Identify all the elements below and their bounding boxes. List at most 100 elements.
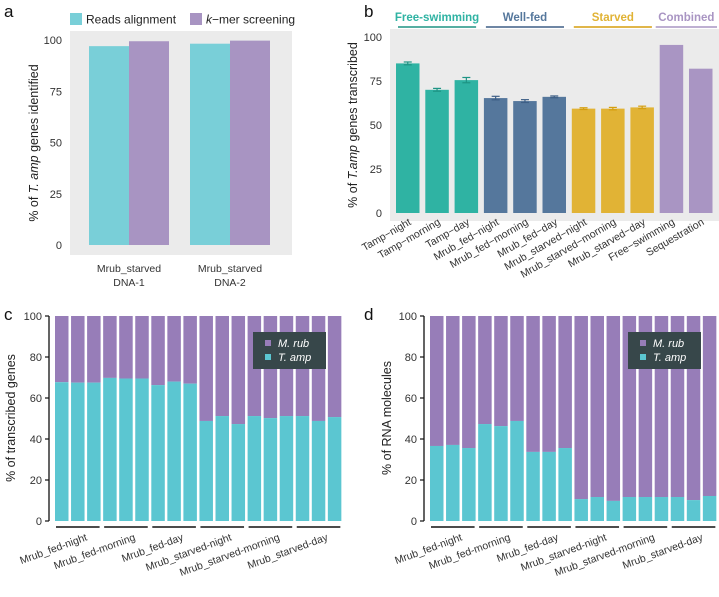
y-tick-label: 0 xyxy=(411,516,417,528)
bar-segment-t-amp xyxy=(231,424,246,521)
bar xyxy=(513,101,537,213)
legend-label-kmer-screening: k−mer screening xyxy=(206,13,295,27)
y-axis-title: % of RNA molecules xyxy=(380,361,394,475)
y-tick-label: 75 xyxy=(50,86,62,98)
bar-segment-m-rub xyxy=(574,316,588,500)
legend-swatch-reads-alignment xyxy=(70,13,82,25)
bar-segment-t-amp xyxy=(462,448,476,521)
y-tick-label: 25 xyxy=(370,164,382,176)
bar-segment-t-amp xyxy=(55,382,69,521)
bar-segment-m-rub xyxy=(494,316,508,427)
bar-segment-m-rub xyxy=(558,316,572,449)
y-tick-label: 0 xyxy=(56,240,62,252)
y-tick-label: 60 xyxy=(30,393,42,405)
bar-segment-m-rub xyxy=(590,316,604,498)
legend-box xyxy=(628,332,701,369)
legend-label-mrub: M. rub xyxy=(653,338,684,350)
y-tick-label: 100 xyxy=(44,35,62,47)
y-tick-label: 100 xyxy=(24,311,42,323)
bar xyxy=(571,108,596,213)
y-tick-label: 50 xyxy=(50,138,62,150)
x-tick-label: DNA-1 xyxy=(113,277,145,289)
y-tick-label: 100 xyxy=(364,32,382,44)
bar-segment-t-amp xyxy=(558,448,572,521)
bar-segment-m-rub xyxy=(119,316,133,379)
bar-segment-t-amp xyxy=(87,382,101,521)
bar xyxy=(483,98,508,213)
y-axis-title: % of T. amp genes identified xyxy=(27,64,41,221)
bar-segment-m-rub xyxy=(199,316,213,421)
bar-segment-t-amp xyxy=(327,417,342,521)
bar-segment-m-rub xyxy=(510,316,524,421)
group-label-free-swimming: Free-swimming xyxy=(395,12,479,24)
bar-segment-t-amp xyxy=(510,420,524,521)
y-tick-label: 80 xyxy=(30,352,42,364)
bar-segment-t-amp xyxy=(478,424,492,521)
bar-segment-m-rub xyxy=(526,316,540,452)
legend-label-tamp: T. amp xyxy=(278,352,311,364)
y-axis-title: % of transcribed genes xyxy=(4,354,18,482)
y-tick-label: 100 xyxy=(399,311,417,323)
bar-reads-alignment xyxy=(89,46,129,246)
bar-segment-m-rub xyxy=(446,316,460,445)
bar-segment-t-amp xyxy=(430,445,444,521)
bar-segment-t-amp xyxy=(670,497,685,521)
x-tick-label: Mrub_starved xyxy=(198,263,262,275)
panel-letter-a: a xyxy=(4,2,14,21)
bar-segment-m-rub xyxy=(430,316,444,446)
bar-segment-m-rub xyxy=(702,316,717,496)
legend-label-tamp: T. amp xyxy=(653,352,686,364)
bar-segment-m-rub xyxy=(327,316,342,418)
y-tick-label: 0 xyxy=(36,516,42,528)
y-tick-label: 80 xyxy=(405,352,417,364)
bar-segment-t-amp xyxy=(702,495,717,521)
y-tick-label: 0 xyxy=(376,208,382,220)
bar-segment-m-rub xyxy=(167,316,181,382)
panel-letter-d: d xyxy=(364,305,373,324)
bar xyxy=(396,63,420,214)
group-label-combined: Combined xyxy=(658,12,714,24)
bar-segment-m-rub xyxy=(215,316,229,417)
bar-segment-t-amp xyxy=(119,378,133,521)
bar-segment-t-amp xyxy=(311,420,326,521)
y-tick-label: 60 xyxy=(405,393,417,405)
bar xyxy=(630,107,654,213)
bar-segment-t-amp xyxy=(446,444,460,521)
bar xyxy=(689,68,713,214)
bar-segment-t-amp xyxy=(590,497,604,521)
bar-segment-t-amp xyxy=(526,451,540,521)
bar-segment-t-amp xyxy=(71,382,85,521)
bar-segment-m-rub xyxy=(606,316,621,501)
bar-segment-m-rub xyxy=(231,316,246,425)
panel-letter-c: c xyxy=(4,305,13,324)
bar-segment-t-amp xyxy=(638,497,653,521)
x-tick-label: DNA-2 xyxy=(214,277,246,289)
bar-segment-m-rub xyxy=(183,316,197,384)
bar-segment-t-amp xyxy=(135,378,149,521)
y-tick-label: 40 xyxy=(30,434,42,446)
bar-segment-t-amp xyxy=(279,416,294,521)
y-tick-label: 20 xyxy=(405,475,417,487)
legend-label-mrub: M. rub xyxy=(278,338,309,350)
bar xyxy=(542,96,566,213)
bar-segment-t-amp xyxy=(263,418,278,521)
bar-segment-t-amp xyxy=(654,497,669,521)
bar-segment-t-amp xyxy=(151,385,165,521)
legend-swatch-tamp xyxy=(265,354,271,360)
legend-swatch-mrub xyxy=(640,340,646,346)
y-tick-label: 50 xyxy=(370,120,382,132)
panel-a: 0 25 50 75 100 Mrub_starved DNA-1 Mrub_starved D… xyxy=(27,13,295,290)
bar xyxy=(659,44,684,213)
bar-segment-t-amp xyxy=(295,416,310,521)
legend-box xyxy=(253,332,326,369)
bar-segment-m-rub xyxy=(71,316,85,383)
bar-segment-t-amp xyxy=(247,416,262,521)
legend-swatch-mrub xyxy=(265,340,271,346)
bar xyxy=(425,89,449,213)
y-tick-label: 25 xyxy=(50,189,62,201)
legend-swatch-tamp xyxy=(640,354,646,360)
